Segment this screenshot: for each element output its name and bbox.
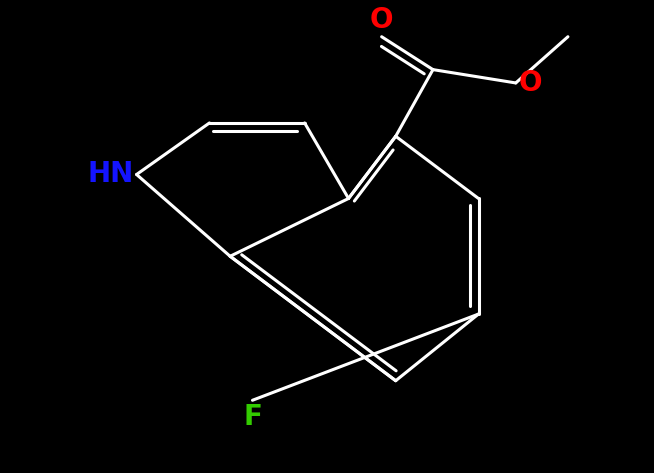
Text: O: O [519, 69, 542, 97]
Text: O: O [370, 6, 394, 34]
Text: F: F [243, 403, 262, 431]
Text: HN: HN [87, 160, 133, 189]
